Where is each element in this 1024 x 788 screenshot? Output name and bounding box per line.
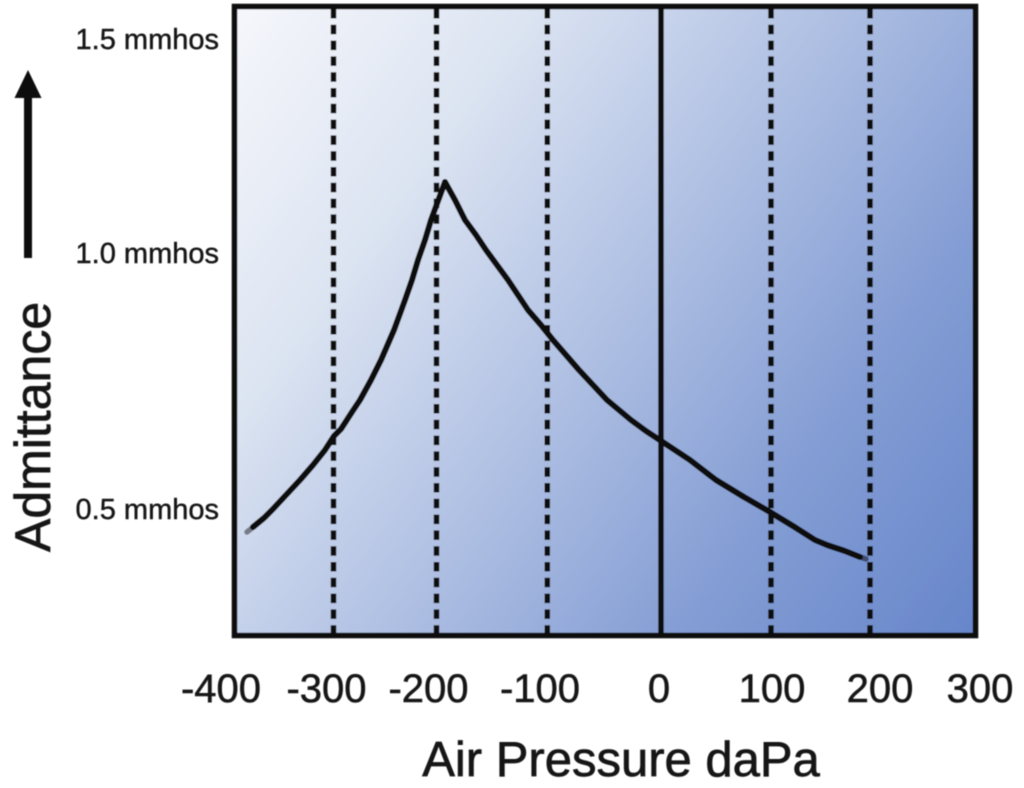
svg-text:200: 200	[847, 667, 914, 711]
svg-text:0: 0	[648, 667, 670, 711]
svg-text:-100: -100	[500, 667, 580, 711]
svg-text:1.0 mmhos: 1.0 mmhos	[76, 238, 219, 270]
svg-text:0.5 mmhos: 0.5 mmhos	[76, 494, 219, 526]
svg-text:-200: -200	[388, 667, 468, 711]
svg-text:Air Pressure daPa: Air Pressure daPa	[422, 733, 820, 787]
svg-text:1.5 mmhos: 1.5 mmhos	[76, 24, 219, 56]
svg-text:300: 300	[947, 667, 1014, 711]
svg-text:-400: -400	[181, 667, 261, 711]
svg-text:-300: -300	[286, 667, 366, 711]
svg-text:100: 100	[739, 667, 806, 711]
svg-text:Admittance: Admittance	[5, 302, 61, 552]
